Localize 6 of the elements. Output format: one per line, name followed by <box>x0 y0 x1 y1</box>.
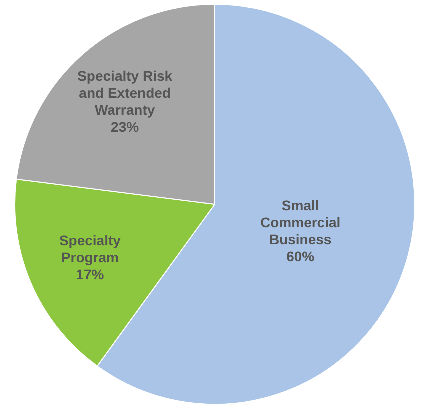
slice-label: Small Commercial Business <box>260 198 341 248</box>
data-label: 17% <box>76 266 105 282</box>
data-label: 23% <box>111 118 140 135</box>
slice-label: Specialty Risk and Extended Warranty <box>78 68 173 118</box>
data-label: 60% <box>286 248 316 265</box>
slice-label: Specialty Program <box>59 232 122 266</box>
